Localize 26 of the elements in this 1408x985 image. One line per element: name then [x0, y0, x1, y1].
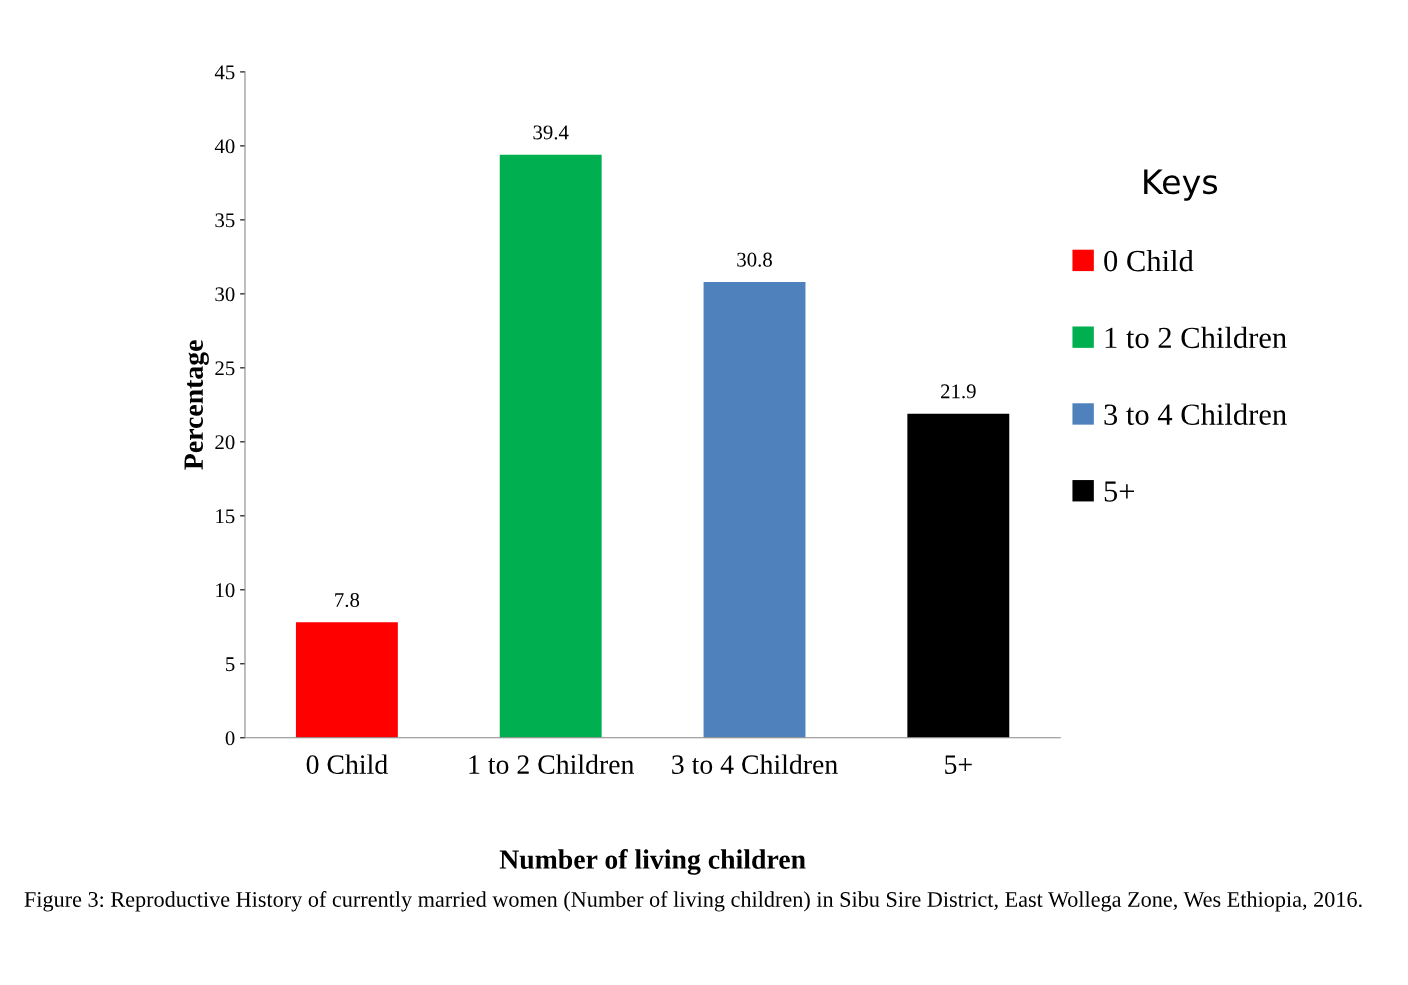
legend-label: 5+ [1104, 481, 1135, 502]
data-label: 21.9 [941, 384, 976, 399]
y-tick-label: 30 [215, 287, 235, 302]
data-label: 30.8 [737, 252, 772, 267]
y-tick-label: 45 [214, 65, 235, 80]
legend-title: Keys [1144, 169, 1218, 201]
data-label: 7.8 [335, 592, 360, 608]
y-tick-label: 0 [225, 731, 235, 746]
legend-label: 3 to 4 Children [1104, 403, 1287, 425]
x-tick-label: 5+ [945, 755, 972, 774]
caption: Figure 3: Reproductive History of currently married women (Number of living children) in Sibu Sire District, East Wollega Zone, Wes Ethiopia, 2016. [24, 891, 1362, 912]
legend-label: 1 to 2 Children [1105, 326, 1287, 349]
y-tick-label: 10 [216, 583, 235, 598]
y-tick-label: 20 [215, 435, 235, 450]
y-tick-label: 25 [215, 361, 235, 376]
legend-label: 0 Child [1104, 249, 1194, 272]
y-tick-label: 40 [214, 139, 235, 154]
y-axis-title: Percentage [184, 340, 209, 470]
y-tick-label: 35 [215, 213, 235, 228]
data-label: 39.4 [533, 125, 569, 140]
x-tick-label: 0 Child [306, 754, 388, 774]
x-axis-title: Number of living children [499, 849, 806, 875]
y-tick-label: 15 [216, 509, 235, 524]
x-tick-label: 3 to 4 Children [672, 754, 838, 774]
x-tick-label: 1 to 2 Children [469, 754, 634, 774]
y-tick-label: 5 [226, 657, 235, 672]
